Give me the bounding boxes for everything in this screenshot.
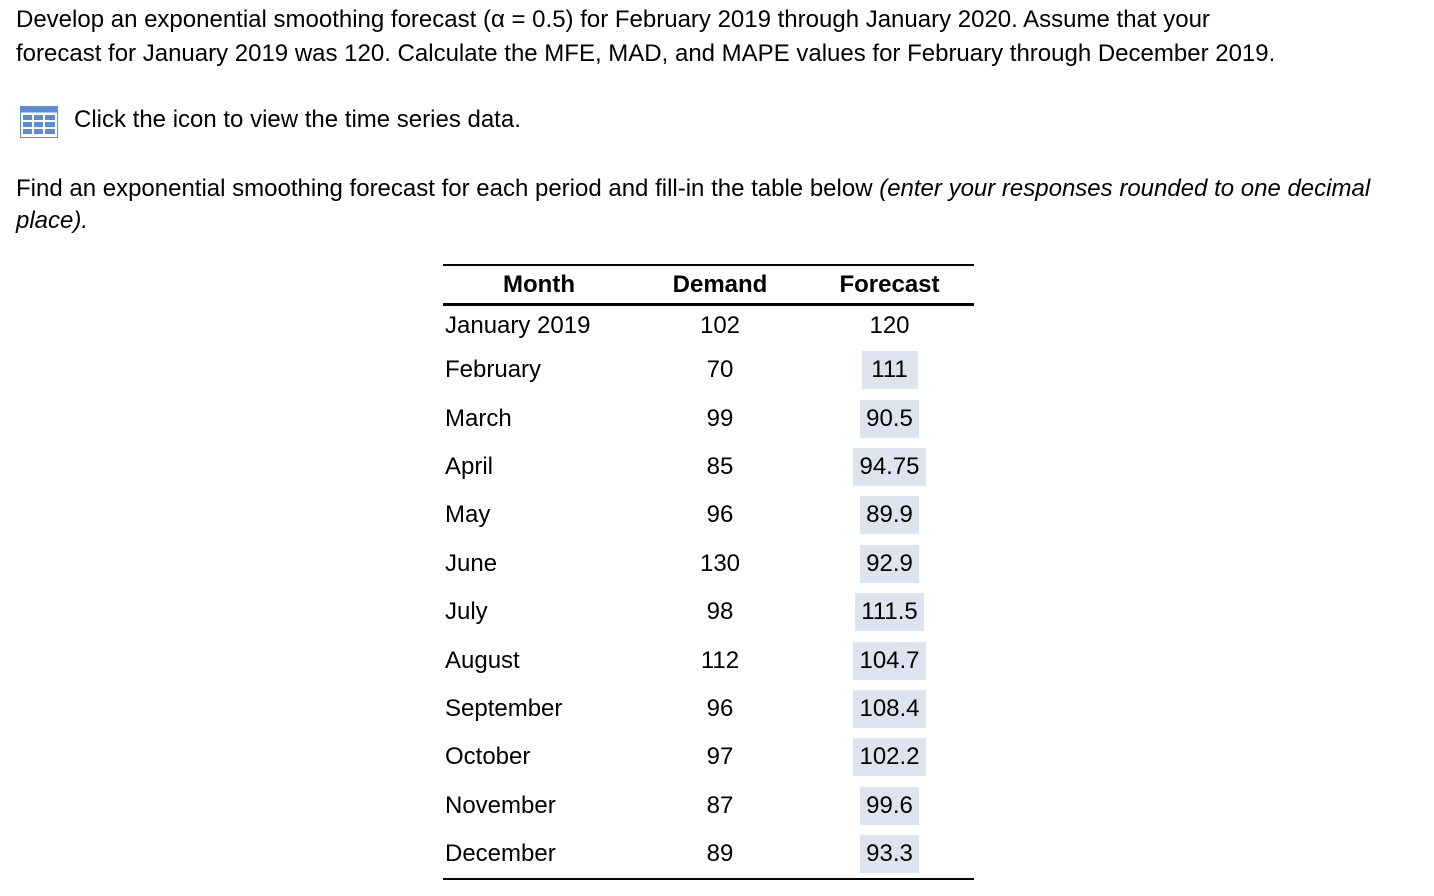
month-cell: October (445, 743, 531, 771)
forecast-input[interactable]: 111.5 (855, 593, 924, 632)
month-cell: January 2019 (445, 312, 591, 339)
demand-cell: 98 (706, 598, 734, 626)
forecast-table: Month Demand Forecast January 2019 102 120 Fe… (443, 264, 974, 881)
forecast-cell: 104.7 (805, 636, 974, 684)
forecast-input[interactable]: 94.75 (853, 447, 926, 486)
column-header: Forecast (805, 264, 974, 306)
forecast-cell: 90.5 (805, 394, 974, 442)
instruction-text: Find an exponential smoothing forecast f… (16, 175, 880, 202)
forecast-input[interactable]: 99.6 (860, 786, 919, 825)
month-cell: April (445, 452, 494, 480)
forecast-cell: 111 (805, 346, 974, 394)
forecast-cell: 120 (869, 312, 910, 339)
table-row: November 87 99.6 (443, 782, 974, 830)
table-row: September 96 108.4 (443, 685, 974, 733)
demand-cell: 102 (699, 312, 741, 339)
table-row: March 99 90.5 (443, 394, 974, 442)
instruction-note: (enter your responses rounded to one dec… (16, 175, 1371, 234)
demand-cell: 70 (706, 356, 734, 384)
demand-cell: 85 (706, 452, 734, 480)
forecast-input[interactable]: 92.9 (860, 544, 919, 583)
forecast-input[interactable]: 104.7 (853, 641, 926, 680)
forecast-cell: 99.6 (805, 782, 974, 830)
forecast-cell: 93.3 (805, 829, 974, 881)
demand-cell: 99 (706, 404, 734, 432)
forecast-cell: 89.9 (805, 491, 974, 539)
month-cell: March (445, 404, 512, 432)
month-cell: December (443, 829, 635, 881)
column-header: Demand (635, 264, 805, 306)
column-header: Month (443, 264, 635, 306)
demand-cell: 96 (706, 694, 734, 722)
view-data-link[interactable]: Click the icon to view the time series d… (74, 106, 521, 133)
month-cell: November (445, 791, 556, 819)
forecast-input[interactable]: 108.4 (853, 689, 926, 728)
demand-cell: 112 (700, 646, 740, 674)
forecast-input[interactable]: 89.9 (860, 496, 919, 535)
month-cell: July (445, 598, 488, 626)
header-row: Month Demand Forecast (443, 264, 974, 306)
forecast-input[interactable]: 93.3 (860, 835, 919, 874)
month-cell: August (445, 646, 520, 674)
forecast-cell: 94.75 (805, 443, 974, 491)
forecast-cell: 108.4 (805, 685, 974, 733)
demand-cell: 87 (706, 791, 734, 819)
month-cell: June (445, 549, 498, 577)
table-row: December 89 93.3 (443, 829, 974, 881)
instruction: Find an exponential smoothing forecast f… (16, 173, 1416, 237)
month-cell: February (445, 356, 542, 384)
demand-cell: 89 (635, 829, 805, 881)
table-row: February 70 111 (443, 346, 974, 394)
forecast-input[interactable]: 90.5 (860, 399, 919, 438)
demand-cell: 96 (706, 501, 734, 529)
question-line: Develop an exponential smoothing forecas… (16, 6, 1210, 33)
forecast-cell: 92.9 (805, 540, 974, 588)
month-cell: September (445, 694, 563, 722)
table-row: May 96 89.9 (443, 491, 974, 539)
forecast-cell: 111.5 (805, 588, 974, 636)
month-cell: May (445, 501, 491, 529)
question-line: forecast for January 2019 was 120. Calcu… (16, 40, 1276, 67)
forecast-input[interactable]: 111 (861, 351, 918, 390)
table-row: October 97 102.2 (443, 733, 974, 781)
demand-cell: 97 (706, 743, 734, 771)
data-icon[interactable] (20, 106, 58, 138)
table-row: January 2019 102 120 (443, 305, 974, 347)
demand-cell: 130 (699, 549, 741, 577)
table-row: June 130 92.9 (443, 540, 974, 588)
table-row: August 112 104.7 (443, 636, 974, 684)
table-row: July 98 111.5 (443, 588, 974, 636)
forecast-input[interactable]: 102.2 (853, 738, 926, 777)
table-row: April 85 94.75 (443, 443, 974, 491)
forecast-cell: 102.2 (805, 733, 974, 781)
